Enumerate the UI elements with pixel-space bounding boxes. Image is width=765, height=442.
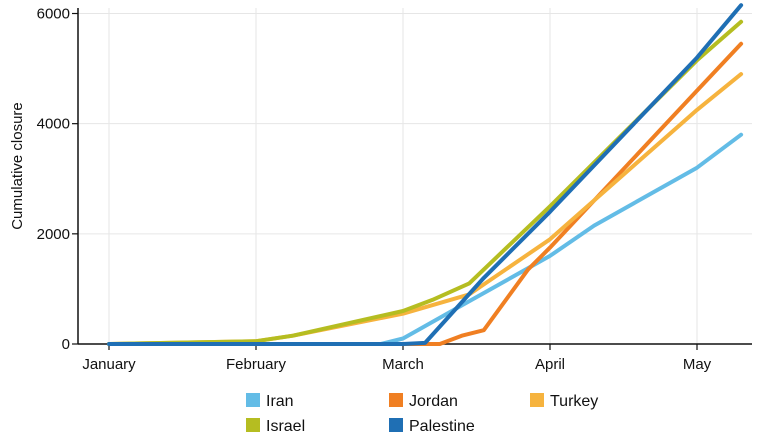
legend-swatch-turkey [530, 393, 544, 407]
series-layer [107, 3, 744, 346]
series-line-palestine [107, 3, 744, 346]
series-line-jordan [107, 41, 744, 346]
x-tick-label: May [683, 356, 712, 373]
legend-swatch-iran [246, 393, 260, 407]
y-tick-label: 0 [62, 336, 70, 353]
x-tick-label: March [382, 356, 424, 373]
legend-label-israel: Israel [266, 418, 305, 435]
y-axis-title: Cumulative closure [9, 102, 26, 230]
legend-label-jordan: Jordan [409, 393, 458, 410]
legend-swatch-israel [246, 418, 260, 432]
ticks-layer: 0 2000 4000 6000 January February March April Ma… [37, 6, 712, 373]
series-line-israel [107, 19, 744, 346]
grid-layer [78, 8, 752, 344]
legend-label-iran: Iran [266, 393, 294, 410]
legend-swatch-jordan [389, 393, 403, 407]
legend-label-turkey: Turkey [550, 393, 598, 410]
legend-label-palestine: Palestine [409, 418, 475, 435]
x-tick-label: April [535, 356, 565, 373]
y-tick-label: 4000 [37, 116, 70, 133]
x-tick-label: February [226, 356, 287, 373]
axes-layer [77, 8, 752, 345]
legend: Iran Jordan Turkey Israel Palestine [246, 393, 598, 435]
y-tick-label: 6000 [37, 6, 70, 23]
legend-swatch-palestine [389, 418, 403, 432]
series-line-iran [107, 132, 744, 346]
y-tick-label: 2000 [37, 226, 70, 243]
x-tick-label: January [82, 356, 136, 373]
